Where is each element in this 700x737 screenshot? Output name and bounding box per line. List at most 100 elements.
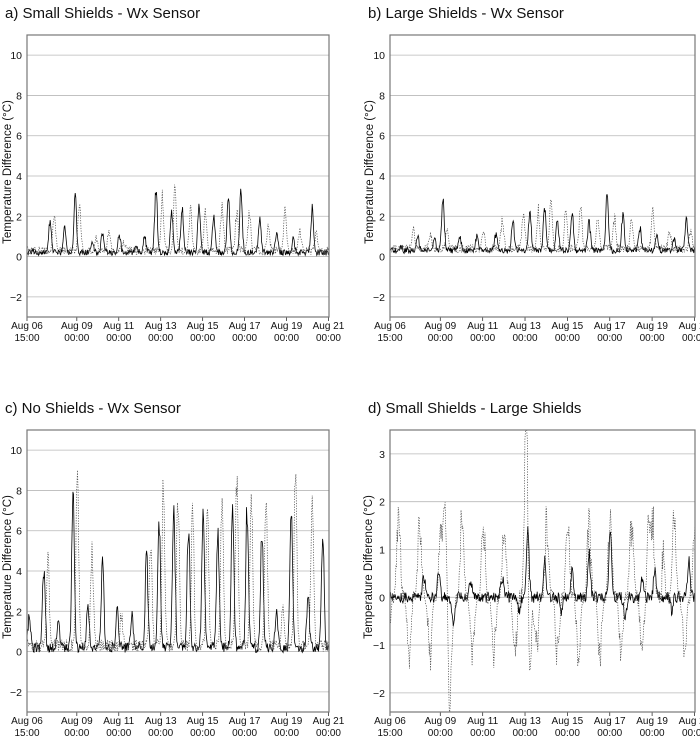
y-tick-label: 8 [16,485,22,497]
x-tick-label: 15:00 [377,728,402,737]
panel-c: c) No Shields - Wx Sensor Temperature Di… [2,400,345,737]
y-tick-label: 8 [379,90,385,102]
x-tick-label: 00:00 [470,728,495,737]
y-tick-label: 1 [379,544,385,556]
panel-b-title: b) Large Shields - Wx Sensor [368,5,564,22]
x-tick-label: Aug 06 [11,321,43,332]
x-tick-label: Aug 21 [679,716,700,727]
x-tick-label: Aug 19 [636,321,668,332]
x-tick-label: Aug 21 [313,716,345,727]
panel-b-plot-frame [389,34,696,318]
x-tick-label: 00:00 [274,728,299,737]
y-tick-label: 4 [16,566,22,578]
x-tick-label: Aug 17 [594,716,626,727]
panel-c-y-ticks: −2 0 2 4 6 8 10 [10,445,22,699]
y-tick-label: 6 [16,131,22,143]
x-tick-label: Aug 15 [552,321,584,332]
x-tick-label: 00:00 [64,333,89,344]
x-tick-label: 00:00 [232,333,257,344]
panel-d-ylabel: Temperature Difference (°C) [363,495,375,639]
panel-d: d) Small Shields - Large Shields Tempera… [363,400,700,737]
y-tick-label: 10 [10,50,22,62]
y-tick-label: 8 [16,90,22,102]
x-tick-label: 00:00 [513,333,538,344]
y-tick-label: 10 [10,445,22,457]
y-tick-label: 2 [379,497,385,509]
x-tick-label: 00:00 [190,728,215,737]
y-tick-label: 0 [16,252,22,264]
x-tick-label: 00:00 [597,333,622,344]
x-tick-label: Aug 11 [103,321,134,332]
series-line-solid [389,526,696,627]
y-tick-label: −2 [373,292,385,304]
panel-c-ylabel: Temperature Difference (°C) [2,495,14,639]
x-tick-label: Aug 06 [374,716,406,727]
x-tick-label: Aug 21 [313,321,345,332]
panel-a-plot-frame [26,34,330,318]
x-tick-label: Aug 15 [187,321,219,332]
y-tick-label: −1 [373,640,385,652]
x-tick-label: 00:00 [428,333,453,344]
x-tick-label: 15:00 [377,333,402,344]
x-tick-label: 00:00 [555,333,580,344]
x-tick-label: Aug 11 [467,321,498,332]
y-tick-label: 10 [373,50,385,62]
x-tick-label: Aug 06 [11,716,43,727]
series-line-solid [26,491,330,654]
y-tick-label: 4 [16,171,22,183]
panel-b-series [389,194,696,255]
panel-a: a) Small Shields - Wx Sensor Temperature… [2,5,345,344]
x-tick-label: Aug 06 [374,321,406,332]
x-tick-label: 00:00 [316,728,341,737]
x-tick-label: 00:00 [640,728,665,737]
x-tick-label: Aug 17 [229,716,261,727]
y-tick-label: 3 [379,449,385,461]
x-tick-label: Aug 09 [61,321,93,332]
x-tick-label: Aug 19 [271,321,303,332]
y-tick-label: 0 [379,592,385,604]
y-tick-label: −2 [373,688,385,700]
panel-b-gridlines [390,54,695,298]
y-tick-label: 2 [379,211,385,223]
panel-a-title: a) Small Shields - Wx Sensor [5,5,200,22]
x-tick-label: 00:00 [555,728,580,737]
y-tick-label: 4 [379,171,385,183]
x-tick-label: 00:00 [148,333,173,344]
y-tick-label: 6 [379,131,385,143]
panel-a-ylabel: Temperature Difference (°C) [2,100,14,244]
panel-c-gridlines [27,449,329,693]
x-tick-label: 00:00 [682,333,700,344]
x-tick-label: 00:00 [64,728,89,737]
y-tick-label: 2 [16,211,22,223]
y-tick-label: 0 [16,647,22,659]
x-tick-label: Aug 19 [271,716,303,727]
panel-d-title: d) Small Shields - Large Shields [368,400,581,417]
panel-d-gridlines [390,453,695,694]
y-tick-label: 2 [16,606,22,618]
x-tick-label: 00:00 [513,728,538,737]
y-tick-label: −2 [10,687,22,699]
series-line-solid [26,188,329,257]
x-tick-label: Aug 09 [61,716,93,727]
x-tick-label: 00:00 [148,728,173,737]
x-tick-label: Aug 19 [636,716,668,727]
x-tick-label: Aug 13 [509,321,541,332]
x-tick-label: Aug 21 [679,321,700,332]
x-tick-label: 00:00 [316,333,341,344]
series-line-solid [390,194,696,255]
x-tick-label: 00:00 [428,728,453,737]
x-tick-label: 15:00 [14,728,39,737]
x-tick-label: 00:00 [470,333,495,344]
x-tick-label: Aug 17 [229,321,261,332]
series-line-dotted [389,199,696,254]
panel-a-gridlines [27,54,329,298]
panel-d-plot-frame [389,429,696,713]
x-tick-label: Aug 15 [187,716,219,727]
x-tick-label: Aug 15 [552,716,584,727]
x-tick-label: Aug 17 [594,321,626,332]
x-tick-label: Aug 11 [467,716,498,727]
x-tick-label: 00:00 [106,333,131,344]
panel-c-plot-frame [26,429,330,713]
